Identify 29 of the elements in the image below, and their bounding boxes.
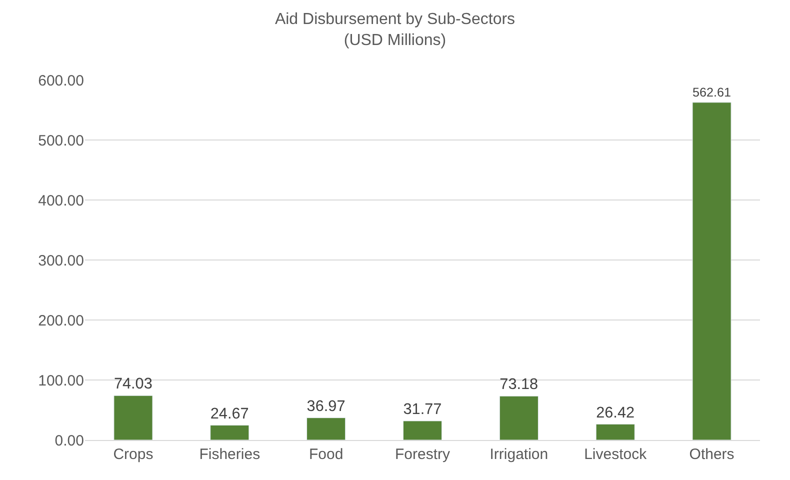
y-tick-label: 100.00 (38, 372, 84, 390)
x-tick-label: Fisheries (199, 446, 260, 463)
bar (402, 420, 442, 440)
y-tick-label: 300.00 (38, 252, 84, 270)
bar (210, 424, 250, 440)
bar (692, 102, 732, 440)
data-label: 26.42 (596, 404, 635, 422)
data-label: 74.03 (114, 376, 152, 393)
data-label: 31.77 (403, 401, 442, 418)
y-tick-label: 200.00 (38, 312, 84, 330)
x-tick-label: Food (308, 446, 344, 463)
y-tick-label: 400.00 (38, 192, 84, 210)
data-label: 24.67 (210, 405, 249, 422)
bar (114, 395, 153, 440)
data-label: 562.61 (692, 85, 731, 100)
x-tick-label: Forestry (394, 446, 450, 463)
x-tick-label: Livestock (584, 446, 648, 463)
x-tick-label: Others (689, 446, 734, 463)
chart-title: Aid Disbursement by Sub-Sectors (USD Millions) (274, 11, 516, 49)
x-tick-label: Irrigation (490, 446, 548, 463)
bar (306, 418, 346, 440)
x-tick-label: Crops (113, 446, 154, 463)
bar (596, 424, 635, 440)
data-label: 73.18 (500, 376, 538, 394)
y-tick-label: 600.00 (38, 72, 84, 90)
y-tick-label: 0.00 (54, 432, 84, 450)
bar (499, 396, 538, 440)
data-label: 36.97 (306, 398, 346, 415)
y-tick-label: 500.00 (38, 132, 84, 150)
